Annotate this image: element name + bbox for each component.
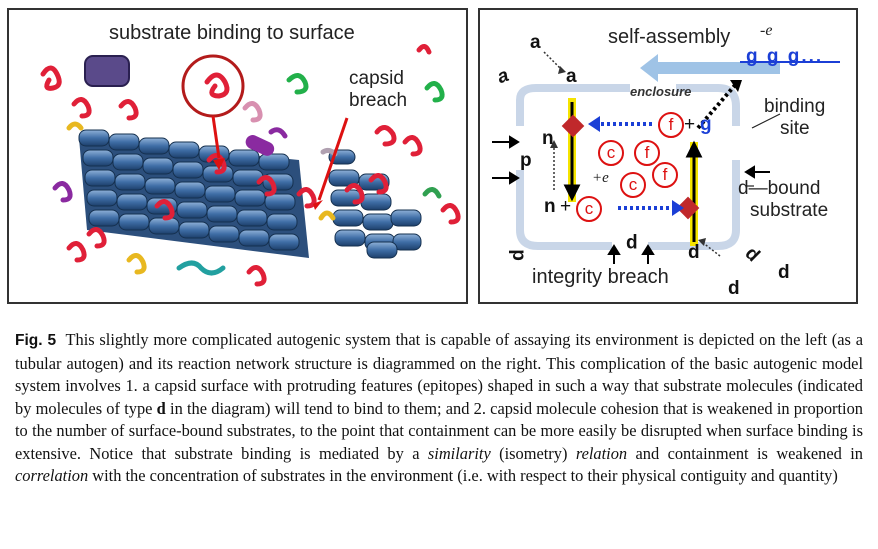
circled-c-lower: c [576,196,602,222]
other-molecules [52,73,445,276]
letter-p-rotated: p [507,249,529,261]
circled-f-upper: f [658,112,684,138]
plus-c-sign: + [560,196,572,217]
right-diagram-panel: self-assembly -e g g g... enclosure bind… [478,8,858,304]
self-assembly-label: self-assembly [608,26,731,48]
enclosure-boundary [516,84,740,250]
reaction-network-diagram [492,51,840,264]
circled-c-middle: c [620,172,646,198]
caption-text-part1: This slightly more complicated autogenic… [15,330,863,418]
catalysis-arrow-f [588,116,600,132]
minus-e-label: -e [760,22,773,39]
caption-italic-similarity: similarity [427,443,491,463]
capsid-tube [78,129,422,259]
integrity-breach-label: integrity breach [532,266,669,288]
letter-d-outer: d [778,262,790,283]
reaction-node-upper [561,114,585,138]
circled-c-upper: c [598,140,624,166]
breach-arrow [317,117,349,201]
substrate-molecules [40,44,461,287]
letter-p-bottom: p [626,233,638,254]
tubular-autogen-illustration [40,44,461,287]
figure-number: Fig. 5 [15,332,57,349]
letter-n-lower: n [544,196,556,217]
letter-p-left: p [520,150,532,171]
d-bound-label-line1: d—bound [738,178,821,199]
letter-n-upper: n [542,128,554,149]
self-assembly-arrow [640,54,780,82]
left-panel-title: substrate binding to surface [109,22,355,44]
binding-site-label-line2: site [780,118,810,139]
capsid-breach-label-line1: capsid [349,68,404,89]
binding-site-label-line1: binding [764,96,826,117]
catalysis-arrow-c [672,200,684,216]
caption-italic-correlation: correlation [15,466,89,485]
capsid-molecule-icon [84,55,130,87]
caption-text-part5: with the concentration of substrates in … [88,466,838,485]
binding-arrow [211,115,221,159]
circled-f-middle: f [634,140,660,166]
letter-d-inner: d [688,242,700,263]
caption-bold-d: d [156,398,166,418]
left-figure-panel: substrate binding to surface capsid brea… [7,8,468,304]
circled-f-lower: f [652,162,678,188]
d-bound-label-line2: substrate [750,200,829,221]
caption-italic-relation: relation [575,443,628,463]
plus-e-label: +e [592,170,609,186]
figure-caption: Fig. 5 This slightly more complicated au… [15,329,863,488]
letter-d-bottom: d [728,278,740,299]
plus-g-sign: + [684,114,696,135]
caption-text-part4: and containment is weakened in [627,443,864,463]
letter-g-inner: g [700,114,712,135]
g-chain-label: g g g... [746,46,824,67]
enclosure-label: enclosure [630,84,692,99]
letter-a-inner: a [566,66,577,87]
letter-a-top: a [530,32,541,53]
caption-text-part3: (isometry) [490,443,576,463]
caption-text-part2: in the diagram) will tend to bind to the… [15,398,863,463]
capsid-breach-label-line2: breach [349,90,408,111]
